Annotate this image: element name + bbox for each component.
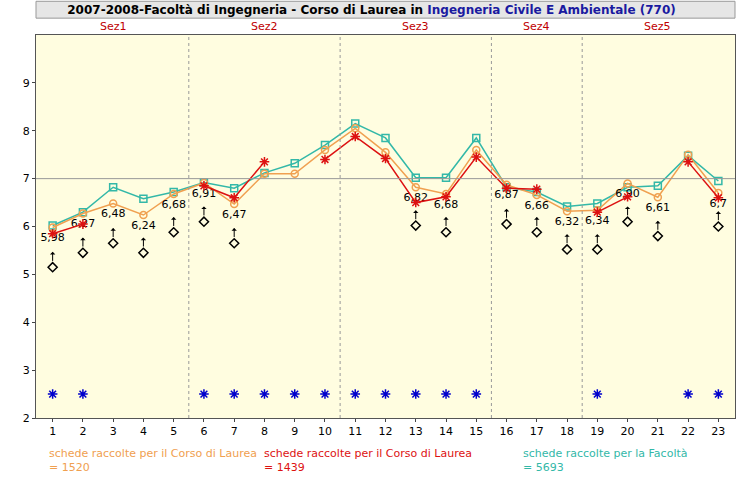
svg-text:6,87: 6,87: [494, 188, 519, 201]
svg-text:4: 4: [23, 316, 30, 329]
svg-text:Sez4: Sez4: [523, 20, 550, 33]
svg-text:4: 4: [140, 425, 147, 438]
svg-text:6,90: 6,90: [615, 187, 640, 200]
svg-text:15: 15: [469, 425, 483, 438]
svg-text:11: 11: [348, 425, 362, 438]
svg-text:6,61: 6,61: [646, 201, 671, 214]
svg-text:6,34: 6,34: [585, 214, 610, 227]
svg-text:14: 14: [439, 425, 453, 438]
svg-text:13: 13: [409, 425, 423, 438]
svg-text:19: 19: [590, 425, 604, 438]
svg-text:3: 3: [110, 425, 117, 438]
svg-text:6,27: 6,27: [71, 217, 96, 230]
svg-text:Sez5: Sez5: [644, 20, 671, 33]
svg-text:6,48: 6,48: [101, 207, 126, 220]
svg-text:Sez3: Sez3: [402, 20, 429, 33]
svg-text:schede raccolte per il Corso d: schede raccolte per il Corso di Laurea= …: [264, 447, 472, 474]
svg-text:5: 5: [23, 268, 30, 281]
svg-text:schede raccolte per il Corso d: schede raccolte per il Corso di Laurea= …: [49, 447, 257, 474]
svg-text:6,7: 6,7: [710, 197, 728, 210]
svg-text:3: 3: [23, 364, 30, 377]
svg-text:5: 5: [170, 425, 177, 438]
svg-text:12: 12: [379, 425, 393, 438]
svg-text:6,24: 6,24: [131, 219, 156, 232]
svg-text:Sez1: Sez1: [100, 20, 127, 33]
svg-text:21: 21: [651, 425, 665, 438]
svg-text:17: 17: [530, 425, 544, 438]
svg-text:6: 6: [23, 220, 30, 233]
svg-text:6,47: 6,47: [222, 208, 247, 221]
svg-text:22: 22: [681, 425, 695, 438]
svg-text:18: 18: [560, 425, 574, 438]
svg-text:schede raccolte per la Facoltà: schede raccolte per la Facoltà= 5693: [523, 447, 688, 474]
svg-text:8: 8: [261, 425, 268, 438]
svg-text:6,32: 6,32: [555, 215, 580, 228]
svg-text:20: 20: [621, 425, 635, 438]
svg-text:2: 2: [79, 425, 86, 438]
svg-text:8: 8: [23, 125, 30, 138]
svg-text:7: 7: [23, 172, 30, 185]
svg-text:6,82: 6,82: [404, 191, 429, 204]
svg-text:1: 1: [49, 425, 56, 438]
svg-text:6: 6: [200, 425, 207, 438]
svg-text:Sez2: Sez2: [251, 20, 278, 33]
svg-text:2: 2: [23, 412, 30, 425]
svg-text:16: 16: [500, 425, 514, 438]
svg-text:9: 9: [291, 425, 298, 438]
svg-text:6,68: 6,68: [161, 198, 186, 211]
svg-text:2007-2008-Facoltà di Ingegneri: 2007-2008-Facoltà di Ingegneria - Corso …: [67, 3, 676, 17]
svg-text:6,66: 6,66: [525, 199, 550, 212]
svg-text:10: 10: [318, 425, 332, 438]
svg-text:6,68: 6,68: [434, 198, 459, 211]
svg-text:23: 23: [711, 425, 725, 438]
svg-text:9: 9: [23, 77, 30, 90]
svg-text:5,98: 5,98: [40, 231, 65, 244]
svg-text:7: 7: [231, 425, 238, 438]
svg-text:6,91: 6,91: [192, 187, 217, 200]
